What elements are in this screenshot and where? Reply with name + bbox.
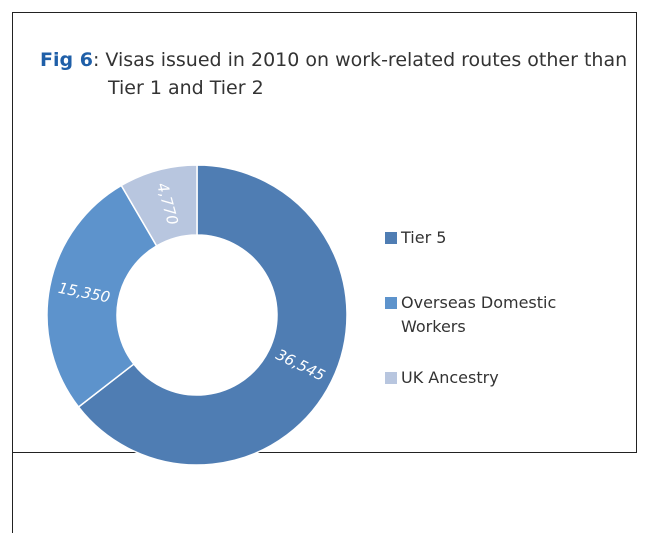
legend-swatch: [385, 232, 397, 244]
legend-item: UK Ancestry: [385, 366, 605, 390]
figure-label: Fig 6: [40, 49, 93, 71]
frame: [12, 12, 637, 453]
legend-label: UK Ancestry: [401, 368, 499, 387]
legend-item: Tier 5: [385, 226, 605, 250]
frame-line: [12, 452, 13, 533]
title-text: : Visas issued in 2010 on work-related r…: [92, 49, 628, 99]
legend-label: Tier 5: [401, 228, 447, 247]
chart-title: Fig 6: Visas issued in 2010 on work-rela…: [40, 46, 630, 102]
donut-slice: [46, 184, 158, 409]
donut-slice: [120, 164, 198, 247]
legend-swatch: [385, 297, 397, 309]
legend-swatch: [385, 372, 397, 384]
legend-label: Overseas Domestic Workers: [401, 293, 557, 336]
legend-item: Overseas Domestic Workers: [385, 291, 605, 339]
donut-slice: [77, 164, 348, 466]
